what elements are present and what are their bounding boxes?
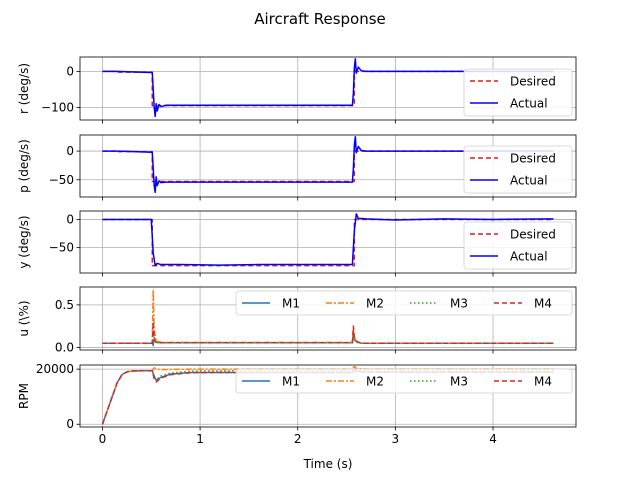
subplot-p: 0 −50 p (deg/s) Desired Actual — [17, 134, 577, 201]
legend-label-desired: Desired — [510, 228, 556, 242]
axes-frame — [79, 364, 577, 428]
series-group — [102, 213, 554, 267]
y-tick-label: −50 — [49, 173, 74, 187]
x-tick-label: 0 — [99, 432, 107, 446]
axes-frame — [79, 134, 577, 198]
legend-label-m2: M2 — [366, 297, 384, 311]
y-tick-label: 0.0 — [55, 340, 74, 354]
legend-y: Desired Actual — [463, 221, 573, 270]
series-line-rpm-m2 — [101, 365, 554, 425]
subplot-rpm: 0 1 2 3 4 0 20000 RPM M1 M2 M3 M4 — [17, 362, 577, 446]
x-tick-label: 4 — [489, 432, 497, 446]
subplot-r: 0 −100 r (deg/s) Desired Actual — [17, 56, 577, 124]
y-axis-label-u: u (\%) — [17, 300, 31, 336]
legend-box — [235, 368, 573, 394]
legend-u: M1 M2 M3 M4 — [235, 290, 573, 316]
y-tick-label: 0 — [66, 212, 74, 226]
y-axis-label-r: r (deg/s) — [17, 63, 31, 114]
legend-label-m4: M4 — [534, 375, 552, 389]
series-line-y-actual — [102, 213, 554, 267]
legend-label-actual: Actual — [510, 174, 548, 188]
y-axis-label-rpm: RPM — [17, 383, 31, 409]
legend-label-m3: M3 — [450, 375, 468, 389]
legend-label-actual: Actual — [510, 250, 548, 264]
legend-label-desired: Desired — [510, 75, 556, 89]
series-line-u-m4 — [102, 321, 554, 344]
subplot-y: 0 −50 y (deg/s) Desired Actual — [17, 210, 577, 277]
axes-frame — [79, 286, 577, 351]
legend-label-m2: M2 — [366, 375, 384, 389]
series-group — [102, 135, 554, 194]
y-tick-label: 0.5 — [55, 298, 74, 312]
x-tick-label: 1 — [196, 432, 204, 446]
legend-p: Desired Actual — [463, 145, 573, 194]
series-group — [102, 288, 554, 347]
y-tick-label: 0 — [66, 144, 74, 158]
axes-frame — [79, 210, 577, 274]
axes-frame — [79, 56, 577, 121]
legend-label-m3: M3 — [450, 297, 468, 311]
legend-box — [235, 290, 573, 316]
legend-label-m1: M1 — [282, 375, 300, 389]
legend-rpm: M1 M2 M3 M4 — [235, 368, 573, 394]
series-group — [102, 58, 554, 118]
y-axis-label-p: p (deg/s) — [17, 139, 31, 193]
x-axis-label: Time (s) — [303, 457, 353, 471]
y-tick-label: 0 — [66, 417, 74, 431]
legend-label-desired: Desired — [510, 152, 556, 166]
series-line-p-actual — [102, 135, 554, 194]
legend-label-actual: Actual — [510, 97, 548, 111]
legend-label-m1: M1 — [282, 297, 300, 311]
subplots-group: 0 −100 r (deg/s) Desired Actual 0 −50 p (deg/s)… — [17, 56, 577, 446]
y-tick-label: 20000 — [36, 362, 74, 376]
x-tick-label: 2 — [294, 432, 302, 446]
y-tick-label: 0 — [66, 64, 74, 78]
subplot-u: 0.0 0.5 u (\%) M1 M2 M3 M4 — [17, 286, 577, 354]
series-line-r-actual — [102, 58, 554, 118]
x-tick-label: 3 — [392, 432, 400, 446]
y-tick-label: −100 — [41, 100, 74, 114]
figure-title: Aircraft Response — [254, 10, 386, 28]
legend-r: Desired Actual — [463, 68, 573, 117]
y-tick-label: −50 — [49, 241, 74, 255]
legend-label-m4: M4 — [534, 297, 552, 311]
y-axis-label-y: y (deg/s) — [17, 215, 31, 268]
